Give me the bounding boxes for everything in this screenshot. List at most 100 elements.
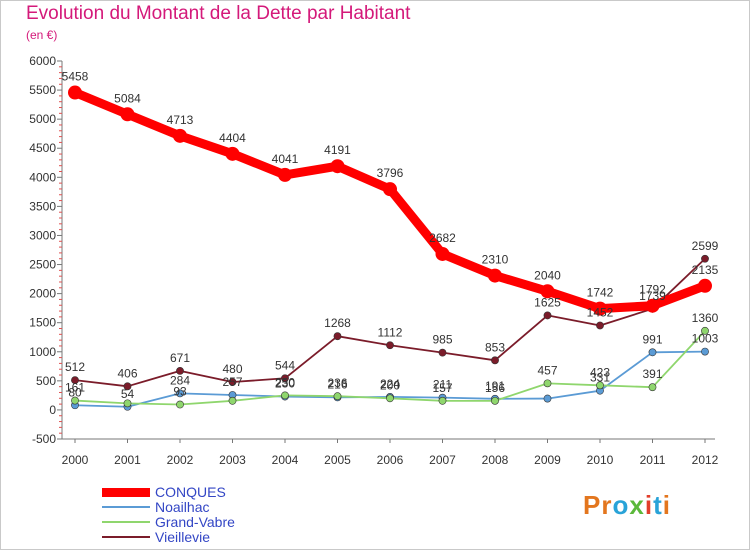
legend-label: Noailhac — [155, 499, 210, 515]
data-point — [123, 399, 132, 408]
y-tick-label: 500 — [36, 374, 56, 388]
data-label: 80 — [68, 385, 82, 399]
data-point — [438, 396, 447, 405]
logo-letter: i — [662, 490, 671, 520]
x-tick-label: 2005 — [324, 453, 351, 467]
data-label: 991 — [642, 332, 662, 346]
data-label: 4191 — [324, 143, 351, 157]
data-label: 1360 — [692, 311, 719, 325]
y-tick-label: 0 — [49, 403, 56, 417]
y-tick-label: 4000 — [29, 170, 56, 184]
y-tick-label: 1500 — [29, 316, 56, 330]
data-point — [228, 378, 237, 386]
data-point — [281, 391, 289, 400]
logo-letter: o — [612, 490, 630, 520]
x-tick-label: 2007 — [429, 453, 456, 467]
data-label: 1792 — [639, 283, 666, 297]
legend-label: CONQUES — [155, 484, 226, 500]
proxiti-logo: Proxiti — [583, 490, 671, 521]
data-point — [386, 341, 394, 350]
data-label: 1452 — [587, 305, 614, 319]
series-line — [74, 257, 706, 388]
data-label: 2040 — [534, 268, 561, 282]
data-point — [701, 254, 709, 263]
data-label: 157 — [432, 381, 452, 395]
data-label: 236 — [327, 376, 347, 390]
data-label: 4404 — [219, 131, 246, 145]
data-label: 423 — [590, 365, 610, 379]
data-point — [173, 128, 187, 143]
logo-letter: t — [653, 490, 663, 520]
logo-letter: i — [644, 490, 654, 520]
x-tick-label: 2010 — [587, 453, 614, 467]
data-label: 257 — [222, 375, 242, 389]
legend-swatch — [102, 536, 150, 538]
legend-swatch — [102, 506, 150, 508]
data-point — [701, 326, 709, 335]
data-label: 191 — [485, 379, 505, 393]
y-tick-label: 5000 — [29, 112, 56, 126]
data-point — [596, 321, 604, 330]
data-label: 331 — [590, 371, 610, 385]
data-point — [71, 396, 79, 405]
data-point — [176, 400, 184, 409]
data-point — [383, 182, 397, 197]
data-point — [540, 284, 555, 299]
data-point — [701, 347, 709, 356]
data-label: 4041 — [272, 152, 299, 166]
data-point — [225, 146, 240, 161]
logo-letter: P — [583, 490, 602, 520]
data-point — [278, 167, 292, 182]
data-label: 156 — [485, 381, 505, 395]
data-label: 1742 — [587, 286, 614, 300]
data-point — [333, 332, 342, 341]
data-point — [333, 392, 342, 401]
data-label: 3796 — [377, 166, 404, 180]
y-tick-label: 3000 — [29, 228, 56, 242]
data-label: 1268 — [324, 316, 351, 330]
data-label: 391 — [642, 367, 662, 381]
data-label: 480 — [222, 362, 242, 376]
data-label: 1003 — [692, 332, 719, 346]
data-label: 2682 — [429, 231, 456, 245]
data-label: 512 — [65, 360, 85, 374]
data-point — [120, 107, 135, 122]
data-label: 985 — [432, 333, 452, 347]
data-point — [488, 268, 502, 283]
data-point — [491, 356, 499, 365]
data-point — [593, 301, 607, 316]
data-point — [123, 382, 132, 391]
data-label: 2135 — [692, 263, 719, 277]
data-label: 5458 — [62, 70, 89, 84]
data-point — [648, 383, 657, 392]
x-tick-label: 2008 — [482, 453, 509, 467]
data-label: 457 — [537, 363, 557, 377]
x-tick-label: 2012 — [692, 453, 719, 467]
x-tick-label: 2009 — [534, 453, 561, 467]
legend-swatch — [102, 521, 150, 523]
data-label: 544 — [275, 358, 295, 372]
x-tick-label: 2004 — [272, 453, 299, 467]
x-tick-label: 2001 — [114, 453, 141, 467]
y-tick-label: 6000 — [29, 54, 56, 68]
data-label: 406 — [117, 366, 137, 380]
data-label: 284 — [170, 373, 190, 387]
data-label: 4713 — [167, 113, 194, 127]
y-tick-label: 5500 — [29, 83, 56, 97]
data-point — [438, 348, 447, 357]
chart-subtitle: (en €) — [26, 28, 58, 42]
data-label: 211 — [433, 378, 452, 392]
data-point — [435, 246, 450, 261]
legend-item: Vieillevie — [102, 529, 362, 545]
data-point — [543, 311, 552, 320]
y-tick-label: 3500 — [29, 199, 56, 213]
x-tick-label: 2003 — [219, 453, 246, 467]
data-label: 2310 — [482, 253, 509, 267]
legend-item: CONQUES — [102, 484, 362, 500]
x-tick-label: 2011 — [640, 453, 666, 467]
chart-title: Evolution du Montant de la Dette par Hab… — [26, 3, 411, 24]
y-tick-label: 2500 — [29, 258, 56, 272]
data-label: 2599 — [692, 239, 719, 253]
